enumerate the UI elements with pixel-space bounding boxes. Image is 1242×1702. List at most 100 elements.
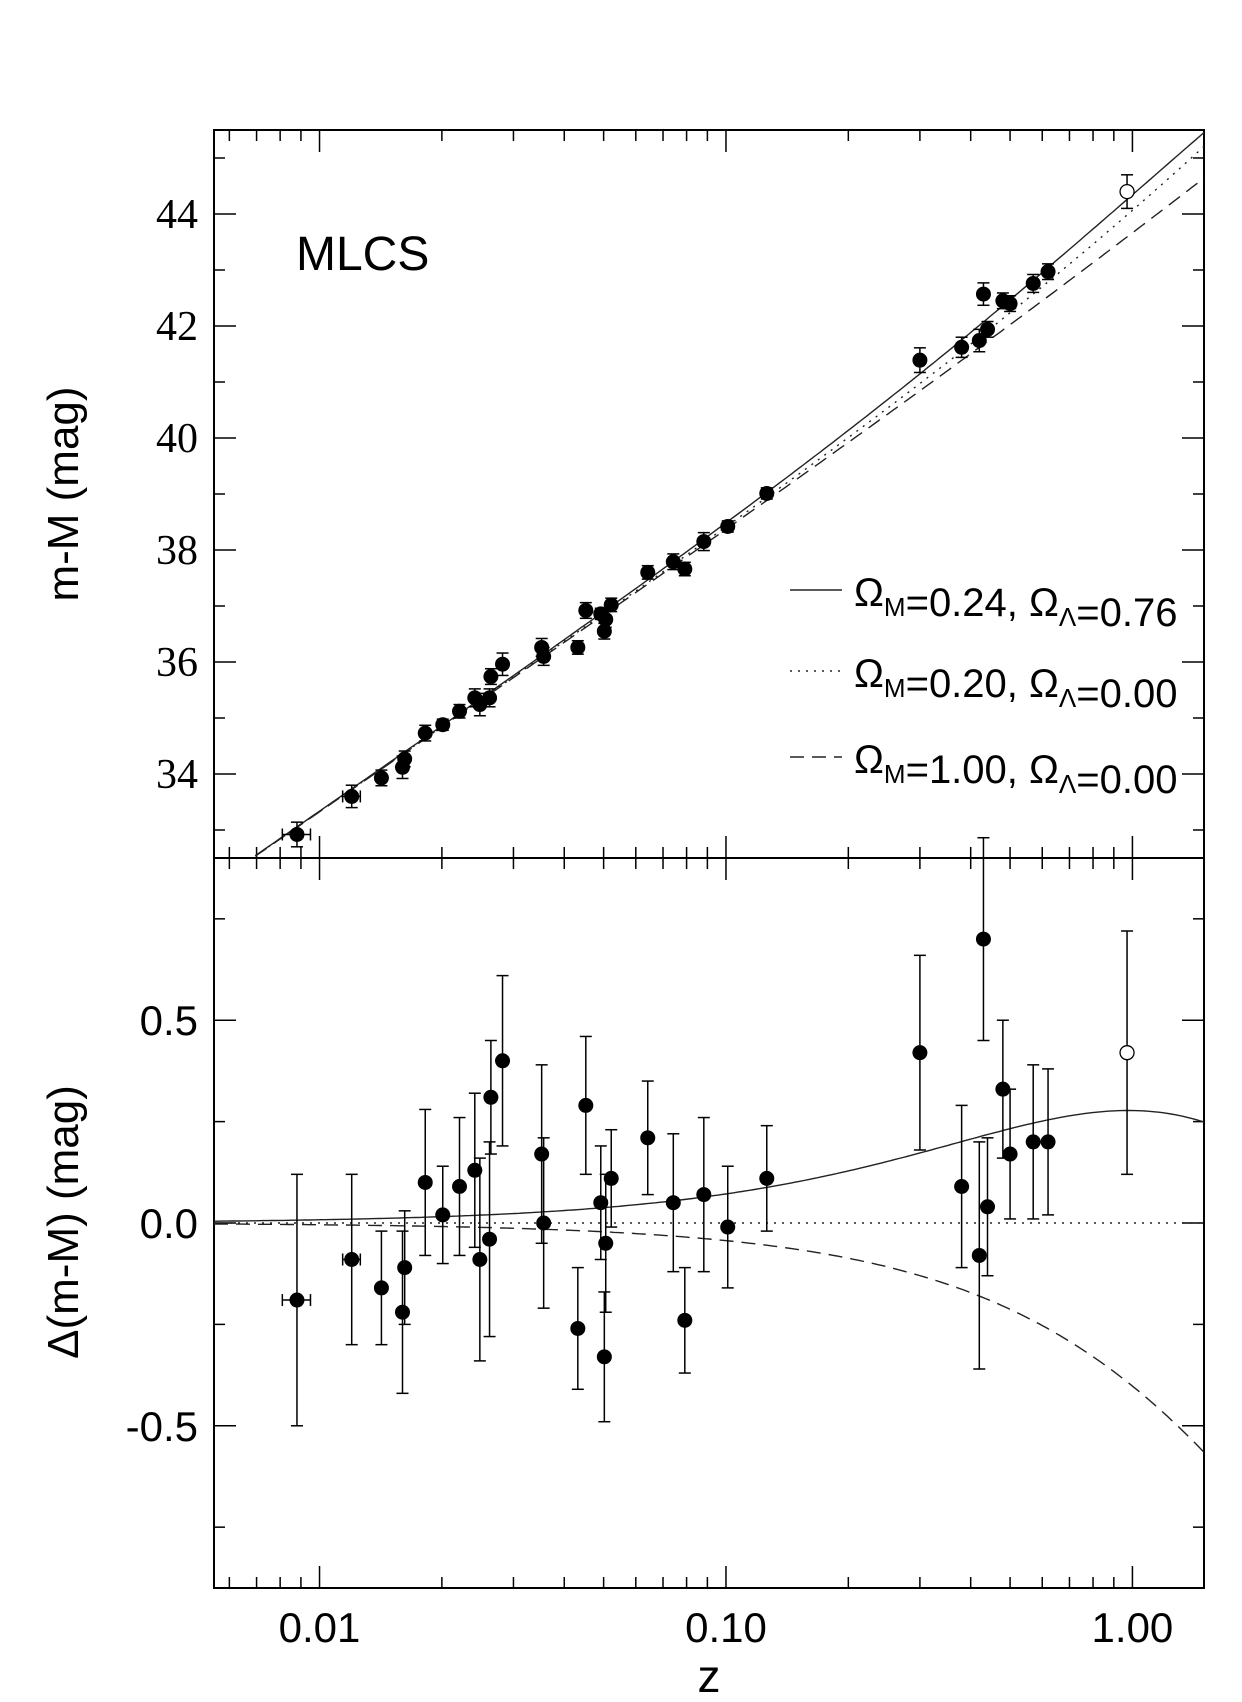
bottom-data-point: [759, 1124, 775, 1232]
filled-marker: [598, 611, 614, 627]
filled-marker: [720, 1219, 736, 1235]
top-data-point: [578, 601, 594, 620]
filled-marker: [1002, 296, 1018, 312]
legend-text: =0.76: [1076, 591, 1177, 635]
top-data-point: [759, 485, 775, 501]
xtick-labels: 0.01 0.10 1.00: [279, 1604, 1174, 1651]
bottom-data-point: [570, 1266, 586, 1391]
top-data-point: [452, 703, 468, 719]
bottom-data-point: [281, 1173, 312, 1427]
model-curve-lambda: [214, 1109, 1205, 1222]
filled-marker: [975, 286, 991, 302]
bottom-y-axis-label: Δ(m-M) (mag): [39, 1085, 88, 1359]
top-data-point: [980, 320, 996, 338]
legend-text: =1.00, Ω: [906, 748, 1059, 792]
filled-marker: [665, 554, 681, 570]
top-data-point: [536, 646, 552, 667]
top-axis-ticks: [214, 130, 1204, 858]
bottom-data-point: [417, 1108, 433, 1257]
top-ytick-label: 42: [156, 304, 198, 350]
model-curve-flat-matter: [214, 1223, 1205, 1453]
bottom-data-point: [452, 1116, 468, 1257]
legend-text: Ω: [854, 652, 884, 696]
filled-marker: [1025, 275, 1041, 291]
top-data-point: [954, 336, 970, 359]
bottom-data-point: [971, 1141, 987, 1370]
bottom-data-point: [640, 1080, 656, 1196]
legend-subscript: Λ: [1059, 602, 1077, 632]
x-tick-label: 0.10: [685, 1604, 767, 1651]
top-ytick-labels: 34 36 38 40 42 44: [156, 192, 198, 798]
bottom-data-points: [281, 836, 1135, 1427]
filled-marker: [483, 669, 499, 685]
filled-marker: [677, 561, 693, 577]
legend-text: =0.20, Ω: [906, 662, 1059, 706]
legend-subscript: M: [884, 759, 906, 789]
top-data-point: [482, 688, 498, 708]
panel-annotation: MLCS: [296, 228, 429, 281]
bottom-data-point: [435, 1165, 451, 1265]
filled-marker: [1002, 1146, 1018, 1162]
filled-marker: [472, 1252, 488, 1267]
top-data-point: [495, 652, 511, 677]
filled-marker: [598, 1235, 614, 1251]
bottom-data-point: [397, 1210, 413, 1326]
legend-subscript: Λ: [1059, 683, 1077, 713]
top-data-point: [341, 784, 362, 809]
filled-marker: [435, 1207, 451, 1223]
bottom-data-point: [665, 1133, 681, 1273]
legend-label: ΩM=0.24, ΩΛ=0.76: [854, 571, 1178, 635]
bottom-ytick-label: 0.0: [140, 1200, 198, 1247]
top-data-point: [603, 597, 619, 613]
top-data-point: [677, 561, 693, 577]
filled-marker: [759, 1170, 775, 1186]
legend-subscript: M: [884, 592, 906, 622]
filled-marker: [1040, 264, 1056, 280]
legend-text: Ω: [854, 738, 884, 782]
top-ytick-label: 34: [156, 752, 198, 798]
bottom-data-point: [495, 974, 511, 1147]
filled-marker: [640, 564, 656, 580]
top-ytick-label: 36: [156, 640, 198, 686]
bottom-ytick-labels: -0.5 0.0 0.5: [126, 997, 198, 1450]
filled-marker: [603, 1170, 619, 1186]
filled-marker: [373, 1280, 389, 1296]
legend-text: =0.00: [1076, 758, 1177, 802]
bottom-data-point: [1119, 930, 1135, 1176]
filled-marker: [578, 1097, 594, 1113]
filled-marker: [417, 725, 433, 741]
bottom-data-point: [603, 1128, 619, 1228]
filled-marker: [536, 648, 552, 664]
top-data-point: [417, 724, 433, 742]
filled-marker: [534, 1146, 550, 1162]
bottom-data-point: [720, 1165, 736, 1289]
filled-marker: [495, 1053, 511, 1069]
bottom-ytick-label: -0.5: [126, 1403, 198, 1450]
filled-marker: [495, 656, 511, 672]
top-ytick-label: 44: [156, 192, 198, 238]
bottom-data-point: [677, 1266, 693, 1374]
filled-marker: [394, 1304, 410, 1320]
bottom-ytick-label: 0.5: [140, 997, 198, 1044]
filled-marker: [482, 1231, 498, 1247]
filled-marker: [971, 1247, 987, 1263]
legend-label: ΩM=1.00, ΩΛ=0.00: [854, 738, 1178, 802]
top-data-point: [720, 518, 736, 534]
bottom-data-point: [912, 954, 928, 1151]
filled-marker: [1025, 1134, 1041, 1150]
legend-text: =0.24, Ω: [906, 581, 1059, 625]
filled-marker: [640, 1130, 656, 1146]
filled-marker: [665, 1195, 681, 1211]
legend-subscript: M: [884, 673, 906, 703]
filled-marker: [720, 518, 736, 534]
filled-marker: [373, 770, 389, 786]
bottom-data-point: [596, 1291, 612, 1423]
top-data-point: [1025, 273, 1041, 294]
bottom-data-point: [696, 1116, 712, 1273]
filled-marker: [452, 703, 468, 719]
top-data-point: [281, 821, 312, 848]
legend-text: =0.00: [1076, 672, 1177, 716]
filled-marker: [397, 1260, 413, 1276]
filled-marker: [596, 1349, 612, 1365]
